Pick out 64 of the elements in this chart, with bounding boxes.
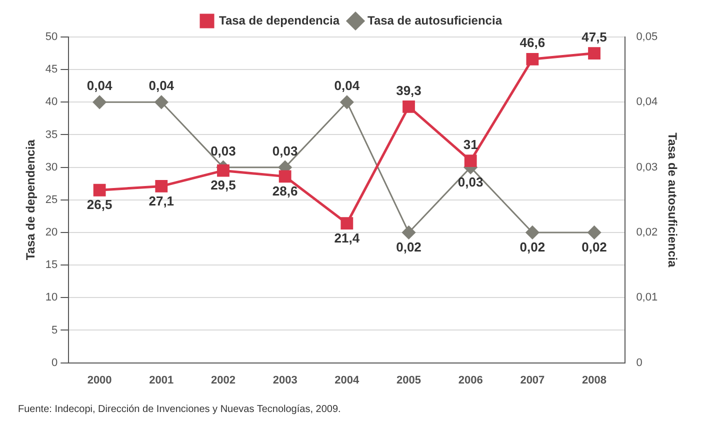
point (217, 164, 230, 177)
x-tick-label: 2001 (149, 374, 174, 386)
x-tick-label: 2005 (396, 374, 421, 386)
data-label: 0,03 (458, 174, 484, 190)
point (92, 95, 106, 109)
legend-label: Tasa de dependencia (219, 13, 340, 28)
y-tick-label: 45 (45, 64, 58, 76)
x-tick-label: 2002 (210, 374, 236, 386)
data-label: 26,5 (86, 197, 112, 212)
y-tick-label: 20 (45, 226, 58, 239)
x-tick-label: 2003 (272, 374, 298, 386)
y-tick-label: 0 (52, 356, 58, 369)
point (402, 226, 416, 240)
data-label: 28,6 (272, 184, 298, 199)
y2-tick-label: 0,03 (636, 161, 658, 174)
y-axis-title: Tasa de dependencia (24, 139, 38, 260)
y2-tick-label: 0,02 (636, 226, 658, 239)
legend-label: Tasa de autosuficiencia (368, 13, 502, 28)
point (588, 47, 600, 60)
point (526, 226, 540, 240)
point (340, 95, 354, 109)
data-label: 29,5 (210, 178, 236, 193)
point (154, 95, 168, 109)
y2-tick-label: 0,04 (636, 96, 658, 108)
y-tick-label: 10 (45, 292, 58, 304)
y2-axis-title: Tasa de autosuficiencia (665, 132, 680, 268)
data-label: 0,02 (582, 240, 607, 255)
x-tick-label: 2004 (334, 374, 360, 386)
point (340, 217, 354, 230)
y-tick-label: 40 (45, 96, 58, 108)
data-label: 0,02 (520, 240, 546, 255)
point (464, 154, 477, 168)
point (402, 100, 415, 113)
y2-tick-label: 0 (636, 356, 642, 369)
point (93, 184, 106, 196)
data-label: 47,5 (582, 29, 607, 44)
x-tick-label: 2006 (458, 374, 483, 386)
x-tick-label: 2007 (520, 374, 545, 386)
y-tick-label: 30 (45, 161, 58, 174)
data-label: 0,04 (148, 78, 175, 94)
x-tick-label: 2000 (87, 374, 112, 386)
data-label: 0,04 (86, 78, 113, 94)
data-label: 39,3 (396, 82, 422, 98)
x-tick-label: 2008 (582, 374, 607, 386)
data-label: 0,03 (272, 143, 298, 158)
data-label: 21,4 (334, 230, 360, 246)
point (278, 170, 292, 183)
y-tick-label: 15 (45, 259, 58, 272)
data-label: 46,6 (520, 35, 546, 50)
data-label: 0,02 (396, 240, 422, 255)
point (588, 226, 602, 240)
source-note: Fuente: Indecopi, Dirección de Invenciones y Nuevas Tecnologías, 2009. (18, 404, 341, 415)
y-tick-label: 50 (45, 31, 58, 44)
y2-tick-label: 0,01 (636, 292, 658, 304)
data-label: 31 (463, 136, 478, 152)
point (155, 180, 168, 192)
data-label: 27,1 (148, 193, 174, 208)
y-tick-label: 5 (52, 324, 58, 336)
point (526, 52, 539, 66)
y2-tick-label: 0,05 (636, 31, 658, 44)
data-label: 0,03 (210, 143, 236, 158)
data-label: 0,04 (334, 78, 360, 94)
y-tick-label: 25 (45, 194, 58, 206)
y-tick-label: 35 (45, 128, 58, 141)
